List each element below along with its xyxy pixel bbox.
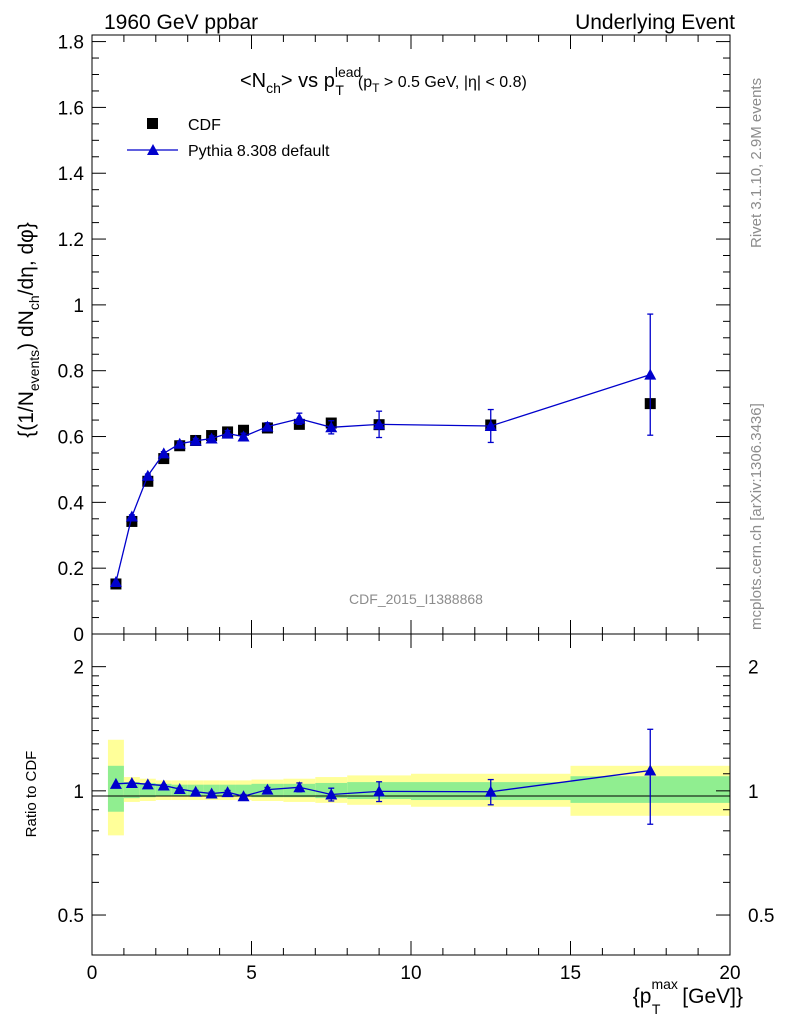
main-y-tick-label: 1.8 [58, 33, 84, 54]
x-axis-label: {pmax T [GeV]} [633, 976, 743, 1017]
main-panel: 0 0.2 0.4 0.6 0.8 1 1.2 1.4 1.6 1.8 <Nch> vs plea… [15, 33, 731, 646]
main-x-ticks [91, 35, 731, 634]
pythia-data-point [261, 420, 274, 432]
pythia-data-point [221, 427, 234, 439]
main-y-tick-labels: 0 0.2 0.4 0.6 0.8 1 1.2 1.4 1.6 1.8 [58, 33, 85, 646]
ratio-panel: 0.5 0.5 1 1 2 2 Ratio to CDF 0 5 10 15 20 {pmax T … [23, 633, 774, 1017]
ratio-data-point [125, 776, 138, 788]
ratio-data-point [644, 764, 657, 776]
pythia-data-point [205, 432, 218, 444]
x-tick-labels: 0 5 10 15 20 [87, 963, 741, 984]
header-right: Underlying Event [575, 11, 735, 34]
main-y-tick-label: 0.6 [58, 428, 84, 449]
pythia-data-point [293, 412, 306, 424]
main-y-tick-label: 1 [73, 296, 84, 317]
ratio-y-tick-label-right: 0.5 [748, 906, 774, 927]
ratio-data-point [205, 787, 218, 799]
ratio-y-tick-label-right: 2 [748, 658, 759, 679]
analysis-annotation: CDF_2015_I1388868 [349, 591, 483, 607]
ratio-data-point [237, 790, 250, 802]
mcplots-label: mcplots.cern.ch [arXiv:1306.3436] [748, 403, 765, 630]
rivet-version-label: Rivet 3.1.10, 2.9M events [748, 78, 765, 248]
x-tick-label: 15 [560, 963, 581, 984]
main-data-marks [109, 313, 657, 590]
ratio-y-tick-label: 2 [73, 658, 84, 679]
ratio-data-point [484, 785, 497, 797]
main-y-tick-label: 0.2 [58, 559, 84, 580]
x-tick-label: 5 [246, 963, 257, 984]
ratio-data-point [109, 777, 122, 789]
main-y-tick-label: 0.4 [58, 493, 85, 514]
ratio-data-point [141, 778, 154, 790]
ratio-y-axis-label: Ratio to CDF [23, 751, 40, 838]
cdf-data-point [238, 424, 250, 436]
pythia-data-point [157, 447, 170, 459]
pythia-data-point [109, 575, 122, 587]
main-y-axis-label: {(1/Nevents) dNch/dη, dφ} [15, 222, 42, 438]
ratio-data-point [173, 783, 186, 795]
header-left: 1960 GeV ppbar [104, 11, 258, 34]
pythia-data-point [189, 434, 202, 446]
pythia-data-point [125, 510, 138, 522]
ratio-data-point [373, 785, 386, 797]
legend-label-cdf: CDF [188, 117, 221, 134]
main-y-ticks [92, 41, 730, 635]
pythia-series-line [115, 374, 651, 583]
ratio-data-point [293, 781, 306, 793]
cdf-data-point [158, 453, 170, 465]
pythia-data-point [141, 469, 154, 481]
ratio-data-point [157, 779, 170, 791]
main-y-tick-label: 1.2 [58, 230, 84, 251]
pythia-data-point [237, 430, 250, 442]
ratio-data-point [221, 786, 234, 798]
pythia-data-point [325, 421, 338, 433]
x-tick-label: 10 [400, 963, 421, 984]
pythia-data-point [644, 368, 657, 380]
legend-marker-cdf [147, 118, 158, 129]
x-tick-label: 0 [87, 963, 98, 984]
ratio-y-tick-label: 0.5 [58, 906, 84, 927]
legend-marker-mc [147, 144, 159, 155]
ratio-y-tick-label-right: 1 [748, 782, 759, 803]
pythia-data-point [373, 418, 386, 430]
legend: CDF Pythia 8.308 default [127, 117, 330, 160]
legend-label-mc: Pythia 8.308 default [188, 143, 330, 160]
chart-title: <Nch> vs plead T (pT > 0.5 GeV, |η| < 0.8) [240, 64, 527, 98]
pythia-data-point [173, 437, 186, 449]
x-tick-label: 20 [719, 963, 740, 984]
ratio-uncertainty-bands [107, 739, 730, 836]
cdf-data-point [142, 475, 154, 487]
ratio-ticks: 0.5 0.5 1 1 2 2 [58, 634, 774, 955]
ratio-data-marks [109, 728, 657, 825]
main-y-tick-label: 0 [73, 625, 84, 646]
main-y-tick-label: 0.8 [58, 362, 84, 383]
ratio-data-point [261, 783, 274, 795]
main-y-tick-label: 1.4 [58, 164, 85, 185]
ratio-data-point [325, 788, 338, 800]
pythia-data-point [484, 419, 497, 431]
ratio-data-point [189, 785, 202, 797]
ratio-y-tick-label: 1 [73, 782, 84, 803]
main-y-tick-label: 1.6 [58, 98, 84, 119]
